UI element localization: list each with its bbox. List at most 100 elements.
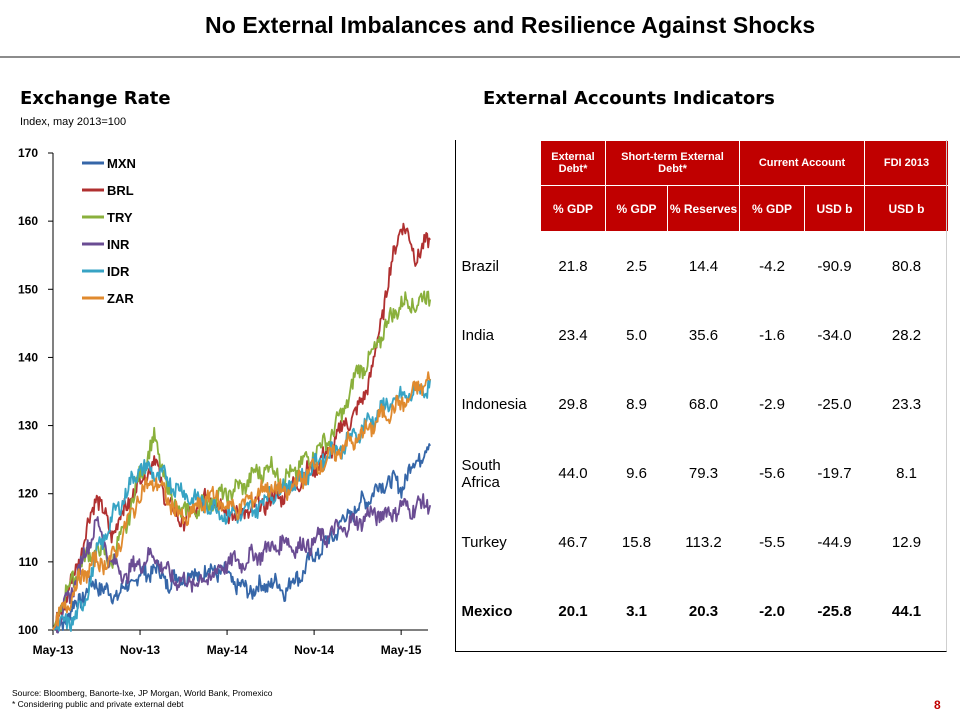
series-line-zar [52, 371, 431, 631]
series-line-mxn [52, 443, 431, 632]
external-accounts-table: External Debt* Short-term External Debt* C… [455, 140, 950, 646]
value-cell: -1.6 [759, 327, 785, 344]
value-cell: 35.6 [688, 327, 719, 344]
source-note: Source: Bloomberg, Banorte-Ixe, JP Morga… [12, 688, 272, 710]
legend-label: BRL [107, 183, 134, 198]
table-header-cell: Current Account [739, 140, 866, 186]
legend-label: IDR [107, 264, 130, 279]
x-axis: May-13 Nov-13 May-14 Nov-14 May-15 [33, 629, 428, 657]
value-cell: -19.7 [817, 465, 852, 482]
table-header-cell: USD b [864, 185, 950, 232]
value-cell: 8.1 [896, 465, 917, 482]
table-header-cell: USD b [804, 185, 866, 232]
value-cell: 80.8 [891, 258, 922, 275]
y-tick-label: 150 [18, 282, 38, 296]
y-tick-label: 160 [18, 214, 38, 228]
legend-label: MXN [107, 156, 136, 171]
value-cell: -4.2 [759, 258, 785, 275]
y-tick-label: 120 [18, 487, 38, 501]
value-cell: 44.1 [891, 603, 922, 620]
table-header-cell: External Debt* [540, 140, 606, 186]
table-header-row: External Debt* Short-term External Debt* C… [455, 140, 950, 186]
y-tick-label: 110 [19, 555, 39, 569]
series-line-try [52, 290, 432, 631]
value-cell: 68.0 [688, 396, 719, 413]
value-cell: 113.2 [685, 534, 722, 551]
value-cell: 46.7 [558, 534, 588, 551]
value-cell: -25.0 [817, 396, 852, 413]
y-tick-label: 100 [18, 623, 38, 637]
table-header-cell: Short-term External Debt* [604, 140, 741, 186]
table-header-cell: FDI 2013 [864, 140, 950, 186]
value-cell: -25.8 [817, 603, 852, 620]
value-cell: 3.1 [626, 603, 647, 620]
value-cell: 2.5 [626, 258, 647, 275]
legend-label: ZAR [107, 291, 134, 306]
series-line-idr [52, 378, 432, 632]
value-cell: -5.6 [759, 465, 785, 482]
country-cell: Turkey [461, 534, 507, 551]
country-cell: India [461, 327, 495, 344]
table-row: India 23.4 5.0 35.6 -1.6 -34.0 28.2 [456, 301, 949, 370]
series-lines [52, 222, 432, 634]
table-row: Mexico 20.1 3.1 20.3 -2.0 -25.8 44.1 [456, 577, 949, 646]
value-cell: 44.0 [558, 465, 588, 482]
value-cell: 5.0 [626, 327, 647, 344]
country-cell: Indonesia [461, 396, 527, 413]
external-accounts-title: External Accounts Indicators [483, 88, 775, 109]
table-header-cell [455, 185, 541, 232]
country-cell: Mexico [461, 603, 513, 620]
table-header-cell [455, 140, 541, 186]
value-cell: 8.9 [626, 396, 647, 413]
legend-label: INR [107, 237, 130, 252]
table-row: Indonesia 29.8 8.9 68.0 -2.9 -25.0 23.3 [456, 370, 949, 439]
table-row: South Africa 44.0 9.6 79.3 -5.6 -19.7 8.1 [456, 439, 949, 508]
x-tick-label: May-15 [381, 643, 422, 657]
value-cell: 9.6 [626, 465, 647, 482]
exchange-rate-title: Exchange Rate [20, 88, 171, 109]
value-cell: 79.3 [688, 465, 719, 482]
table-row: Brazil 21.8 2.5 14.4 -4.2 -90.9 80.8 [456, 232, 949, 302]
value-cell: 20.1 [558, 603, 588, 620]
value-cell: -44.9 [817, 534, 852, 551]
series-line-inr [52, 493, 432, 634]
value-cell: 14.4 [688, 258, 719, 275]
page-number: 8 [934, 698, 941, 712]
value-cell: -2.0 [759, 603, 785, 620]
table-header-cell: % GDP [540, 185, 606, 232]
value-cell: 23.3 [891, 396, 922, 413]
x-tick-label: Nov-14 [294, 643, 334, 657]
country-cell: South Africa [461, 456, 501, 491]
value-cell: -34.0 [817, 327, 852, 344]
value-cell: 21.8 [558, 258, 588, 275]
value-cell: 20.3 [688, 603, 719, 620]
exchange-rate-subtitle: Index, may 2013=100 [20, 116, 127, 128]
x-tick-label: May-13 [33, 643, 74, 657]
y-axis: 100 110 120 130 140 150 160 170 [18, 146, 54, 637]
value-cell: -90.9 [817, 258, 852, 275]
value-cell: 15.8 [621, 534, 652, 551]
value-cell: -5.5 [759, 534, 785, 551]
x-tick-label: Nov-13 [120, 643, 160, 657]
x-tick-label: May-14 [207, 643, 248, 657]
y-tick-label: 130 [18, 419, 38, 433]
y-tick-label: 170 [18, 146, 38, 160]
table-subheader-row: % GDP% GDP% Reserves% GDP USD b USD b [455, 185, 950, 232]
country-cell: Brazil [461, 258, 500, 275]
slide-title: No External Imbalances and Resilience Ag… [205, 12, 816, 38]
table-header-cell: % GDP [739, 185, 806, 232]
footnote-text: * Considering public and private externa… [12, 699, 184, 709]
value-cell: 23.4 [558, 327, 588, 344]
table-header-cell: % Reserves [666, 185, 741, 232]
source-text: Source: Bloomberg, Banorte-Ixe, JP Morga… [12, 688, 273, 698]
value-cell: 28.2 [891, 327, 922, 344]
y-tick-label: 140 [18, 350, 38, 364]
legend-label: TRY [107, 210, 133, 225]
title-divider [0, 56, 960, 58]
value-cell: 12.9 [891, 534, 922, 551]
value-cell: -2.9 [759, 396, 785, 413]
chart-legend: MXN BRL TRY INR IDR ZAR [82, 156, 136, 306]
table-row: Turkey 46.7 15.8 113.2 -5.5 -44.9 12.9 [456, 508, 949, 577]
table-header-cell: % GDP [605, 185, 668, 232]
